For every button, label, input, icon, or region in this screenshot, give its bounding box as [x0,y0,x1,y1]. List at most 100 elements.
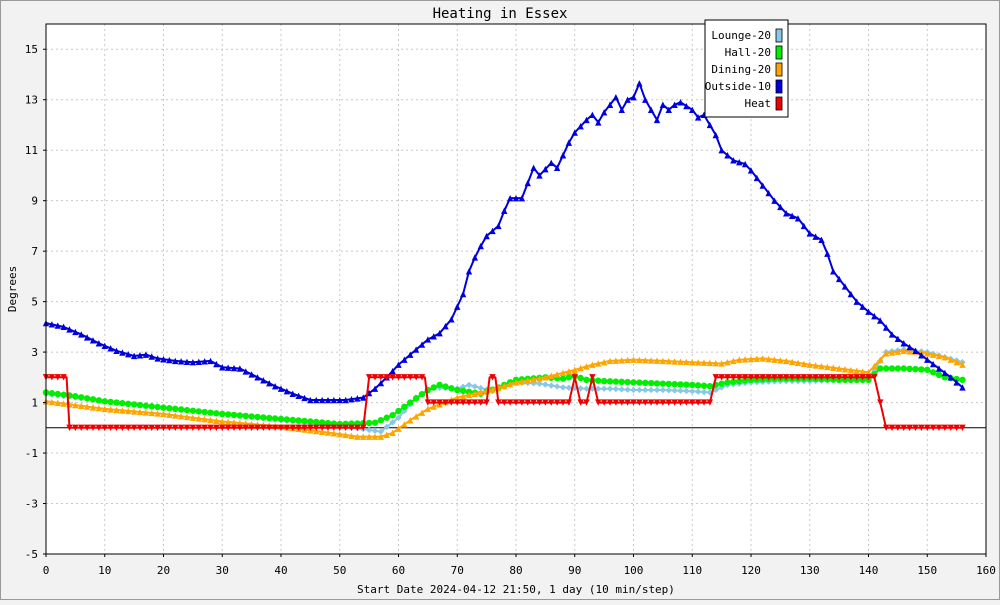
data-point [465,399,473,406]
data-point [512,379,520,386]
data-point [230,419,238,426]
data-point [888,349,896,356]
data-point [882,424,890,432]
data-point [812,362,819,369]
data-point [665,106,672,114]
data-point [54,399,61,407]
data-point [360,424,367,432]
data-point [659,399,667,406]
data-point [371,433,379,440]
data-point [777,357,784,364]
data-point [624,399,631,406]
data-point [360,394,367,401]
data-point [313,418,320,426]
data-point [330,424,338,432]
data-point [125,400,132,408]
data-point [242,368,249,375]
data-point [459,290,467,298]
data-point [195,358,202,365]
data-point [877,317,884,324]
x-tick-label: 50 [333,564,346,577]
legend-swatch [775,45,783,60]
data-point [418,390,426,398]
data-point [559,399,567,406]
data-point [407,374,414,381]
data-point [794,215,802,222]
x-tick-label: 40 [274,564,287,577]
data-point [148,403,155,410]
data-point [606,357,614,365]
data-point [324,424,332,432]
legend-swatch [775,96,783,111]
data-point [219,364,226,371]
data-point [130,352,138,360]
data-point [130,424,138,432]
data-point [548,399,555,406]
data-point [371,374,379,381]
data-point [318,424,326,432]
data-point [66,424,73,432]
data-point [536,375,543,382]
data-point [618,357,625,364]
x-tick-label: 90 [568,564,581,577]
data-point [60,323,67,331]
data-point [183,406,191,414]
data-point [78,402,85,410]
data-point [371,385,379,392]
data-point [595,360,602,367]
data-point [924,366,931,373]
data-point [900,365,907,372]
data-point [894,348,902,355]
data-point [377,433,385,440]
data-point [847,366,855,374]
data-point [54,390,61,398]
data-point [471,399,479,406]
x-axis-title: Start Date 2024-04-12 21:50, 1 day (10 m… [357,583,675,596]
data-point [230,364,238,372]
data-point [512,399,520,406]
data-point [747,167,755,174]
data-point [706,359,714,367]
data-point [254,374,261,381]
data-point [407,351,414,358]
data-point [518,399,526,406]
data-point [101,398,108,405]
data-point [201,408,208,416]
data-point [412,395,420,402]
data-point [577,399,584,406]
data-point [624,378,631,386]
legend-swatch [775,28,783,43]
data-point [700,388,708,396]
data-point [900,347,907,355]
data-point [835,365,843,372]
data-point [389,411,396,419]
data-point [383,423,390,431]
data-point [618,399,625,406]
data-point [172,357,179,365]
data-point [665,399,672,406]
data-point [295,417,302,424]
data-point [401,403,408,410]
data-point [136,408,144,416]
data-point [683,381,690,388]
data-point [559,375,567,382]
data-point [677,387,684,394]
data-point [759,374,766,381]
data-point [959,424,966,432]
data-point [783,357,790,365]
data-point [630,379,637,386]
series-heat [42,374,966,432]
data-point [60,400,67,407]
data-point [183,413,191,421]
data-point [354,424,361,432]
data-point [812,233,819,240]
data-point [806,361,813,368]
data-point [54,322,61,329]
data-point [107,345,114,352]
x-tick-label: 0 [43,564,50,577]
data-point [542,381,549,388]
data-point [882,324,890,331]
data-point [906,348,913,355]
data-point [95,424,103,432]
data-point [812,374,819,381]
